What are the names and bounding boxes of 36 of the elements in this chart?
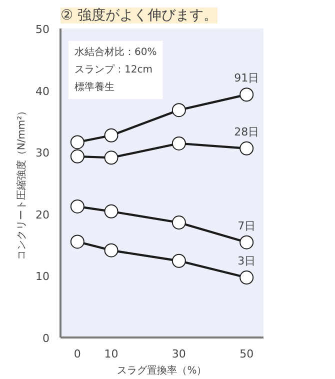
- y-tick-label: 30: [36, 146, 50, 160]
- point: [240, 235, 254, 250]
- point: [104, 243, 118, 258]
- x-tick-label: 0: [74, 348, 81, 360]
- y-axis-title: コンクリート圧縮強度（N/mm²）: [16, 106, 28, 260]
- point: [240, 141, 254, 156]
- annotation: 標準養生: [74, 81, 114, 94]
- point: [104, 150, 118, 165]
- point: [172, 216, 186, 230]
- annotation: 水結合材比：60%: [74, 46, 157, 58]
- point: [70, 135, 84, 150]
- point: [172, 254, 186, 268]
- point: [240, 270, 254, 285]
- y-tick-label: 0: [42, 332, 50, 345]
- point: [70, 234, 84, 249]
- annotation: スランプ：12cm: [74, 63, 152, 76]
- point: [172, 136, 186, 150]
- point: [240, 88, 254, 102]
- x-tick-label: 50: [240, 348, 254, 360]
- x-tick-label: 30: [172, 348, 186, 360]
- y-tick-label: 10: [36, 270, 50, 284]
- chart-title: ② 強度がよく伸びます。: [60, 8, 218, 24]
- series-label: 7日: [238, 219, 256, 232]
- point: [70, 199, 84, 214]
- series-label: 3日: [238, 254, 256, 268]
- x-axis-title: スラグ置換率（%）: [117, 364, 207, 376]
- y-tick-label: 20: [36, 208, 50, 222]
- point: [104, 128, 118, 142]
- series-label: 91日: [234, 72, 260, 85]
- point: [70, 149, 84, 164]
- series-label: 28日: [234, 125, 260, 138]
- point: [172, 103, 186, 118]
- y-tick-label: 50: [36, 23, 50, 36]
- point: [104, 204, 118, 218]
- y-tick-label: 40: [36, 84, 50, 98]
- x-tick-label: 10: [104, 348, 118, 360]
